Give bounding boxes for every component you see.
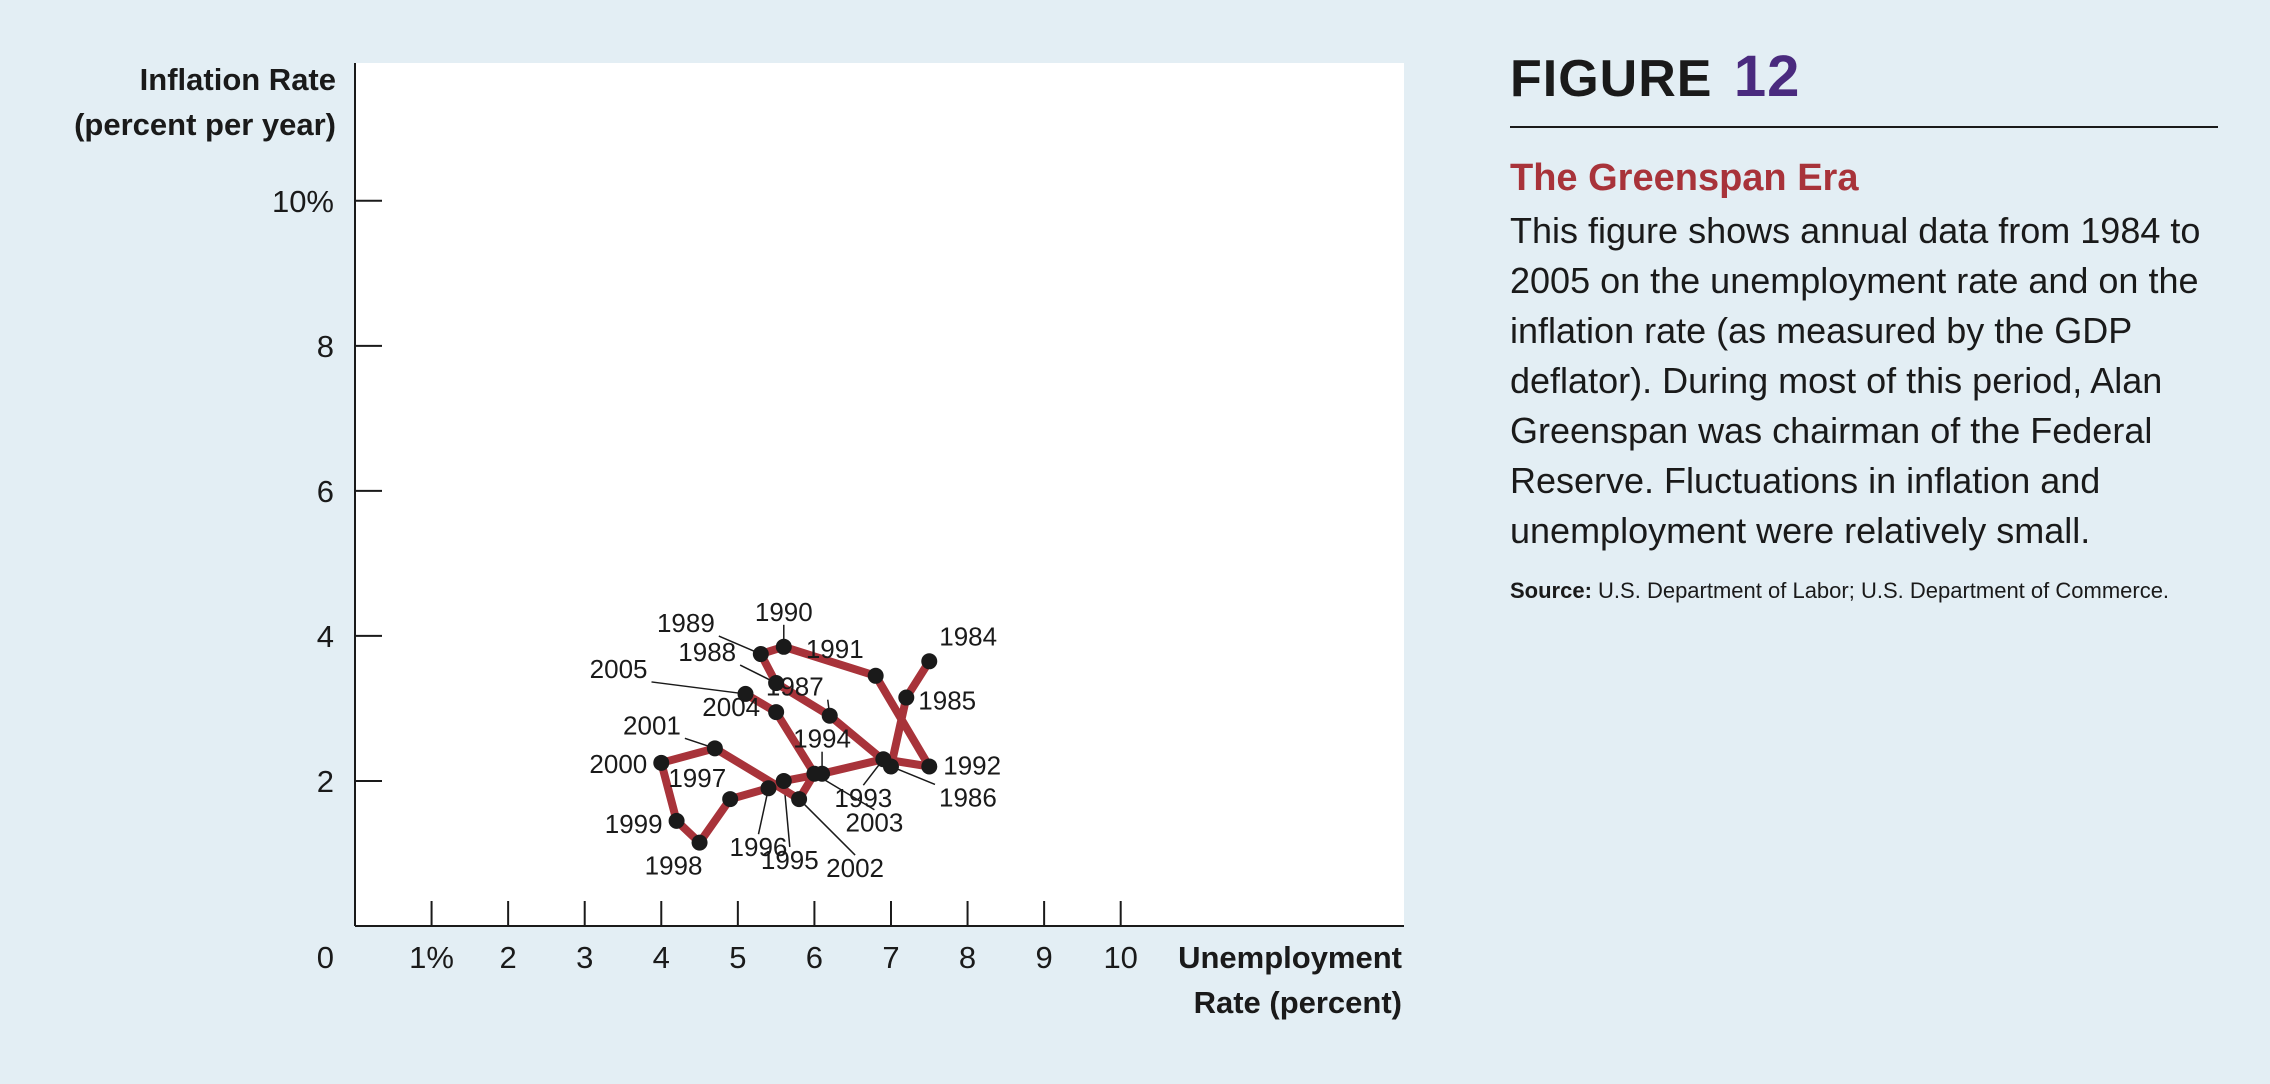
- data-label-1990: 1990: [755, 597, 813, 627]
- x-tick-label: 2: [500, 940, 517, 975]
- data-point-1989: [752, 646, 769, 663]
- y-tick-label: 10%: [272, 184, 334, 219]
- data-point-1984: [921, 653, 938, 670]
- x-tick-label: 9: [1035, 940, 1052, 975]
- x-tick-label: 4: [653, 940, 670, 975]
- y-tick-label: 8: [317, 329, 334, 364]
- figure-title: The Greenspan Era: [1510, 157, 1859, 199]
- data-label-2000: 2000: [589, 749, 647, 779]
- data-point-2000: [653, 754, 670, 771]
- y-tick-label: 6: [317, 474, 334, 509]
- x-axis-title: Unemployment: [1178, 940, 1402, 975]
- data-point-1990: [775, 638, 792, 655]
- axes: [354, 63, 1404, 927]
- tick-marks: [355, 199, 1122, 926]
- x-axis-title: Rate (percent): [1194, 985, 1402, 1020]
- data-label-1993: 1993: [834, 783, 892, 813]
- data-label-1991: 1991: [806, 634, 864, 664]
- data-point-1992: [921, 758, 938, 775]
- x-tick-label: 5: [729, 940, 746, 975]
- data-point-1999: [668, 812, 685, 829]
- data-label-1992: 1992: [943, 750, 1001, 780]
- data-point-2005: [737, 685, 754, 702]
- data-label-1984: 1984: [939, 621, 997, 651]
- x-tick-label: 7: [882, 940, 899, 975]
- data-label-1998: 1998: [645, 851, 703, 881]
- data-point-1987: [821, 707, 838, 724]
- source-label: Source:: [1510, 577, 1592, 603]
- data-point-1988: [768, 675, 785, 692]
- data-point-1998: [691, 834, 708, 851]
- x-tick-label: 6: [806, 940, 823, 975]
- data-point-2001: [706, 740, 723, 757]
- x-tick-label: 10: [1103, 940, 1137, 975]
- data-label-1995: 1995: [761, 845, 819, 875]
- data-point-1985: [898, 689, 915, 706]
- y-tick-label: 4: [317, 619, 334, 654]
- data-label-2002: 2002: [826, 853, 884, 883]
- data-label-1996: 1996: [730, 832, 788, 862]
- figure-number: 12: [1733, 44, 1801, 109]
- figure-description: This figure shows annual data from 1984 …: [1510, 209, 2201, 551]
- data-point-2002: [791, 791, 808, 808]
- figure-heading: FIGURE 12: [1510, 48, 2220, 106]
- data-point-1996: [760, 780, 777, 797]
- data-label-2004: 2004: [702, 692, 760, 722]
- data-label-1994: 1994: [793, 724, 851, 754]
- origin-label: 0: [317, 940, 334, 975]
- data-point-2004: [768, 704, 785, 721]
- data-label-1999: 1999: [605, 809, 663, 839]
- labels: 1% 2 3 4 5 6 7 8 9 10 2 4 6 8 10% 0 Inflation Rate (perce…: [74, 62, 1402, 1020]
- x-tick-label: 1%: [409, 940, 454, 975]
- data-label-1997: 1997: [668, 763, 726, 793]
- data-point-1991: [867, 667, 884, 684]
- figure-source: Source: U.S. Department of Labor; U.S. D…: [1510, 578, 2220, 604]
- data-label-2005: 2005: [590, 654, 648, 684]
- data-point-1997: [722, 791, 739, 808]
- source-text: U.S. Department of Labor; U.S. Departmen…: [1598, 577, 2170, 603]
- data-label-1989: 1989: [657, 608, 715, 638]
- y-tick-label: 2: [317, 764, 334, 799]
- x-tick-label: 8: [959, 940, 976, 975]
- data-label-1986: 1986: [939, 782, 997, 812]
- data-label-1987: 1987: [766, 672, 824, 702]
- heading-divider: [1510, 126, 2218, 128]
- plot-area: [355, 63, 1404, 926]
- data-point-2003: [806, 765, 823, 782]
- data-label-2003: 2003: [845, 808, 903, 838]
- figure-label: FIGURE: [1510, 50, 1713, 108]
- y-axis-title: Inflation Rate: [140, 62, 336, 97]
- leader-line-2002: [798, 798, 856, 856]
- data-label-2001: 2001: [623, 710, 681, 740]
- leader-line-2005: [651, 681, 746, 695]
- figure-caption: FIGURE 12 The Greenspan Era This figure …: [1510, 48, 2220, 604]
- data-label-1985: 1985: [918, 686, 976, 716]
- data-points: [653, 638, 938, 851]
- data-point-1993: [875, 751, 892, 768]
- y-axis-title: (percent per year): [74, 107, 336, 142]
- x-tick-label: 3: [576, 940, 593, 975]
- data-label-1988: 1988: [678, 637, 736, 667]
- data-point-1995: [775, 772, 792, 789]
- series-line: [657, 642, 934, 847]
